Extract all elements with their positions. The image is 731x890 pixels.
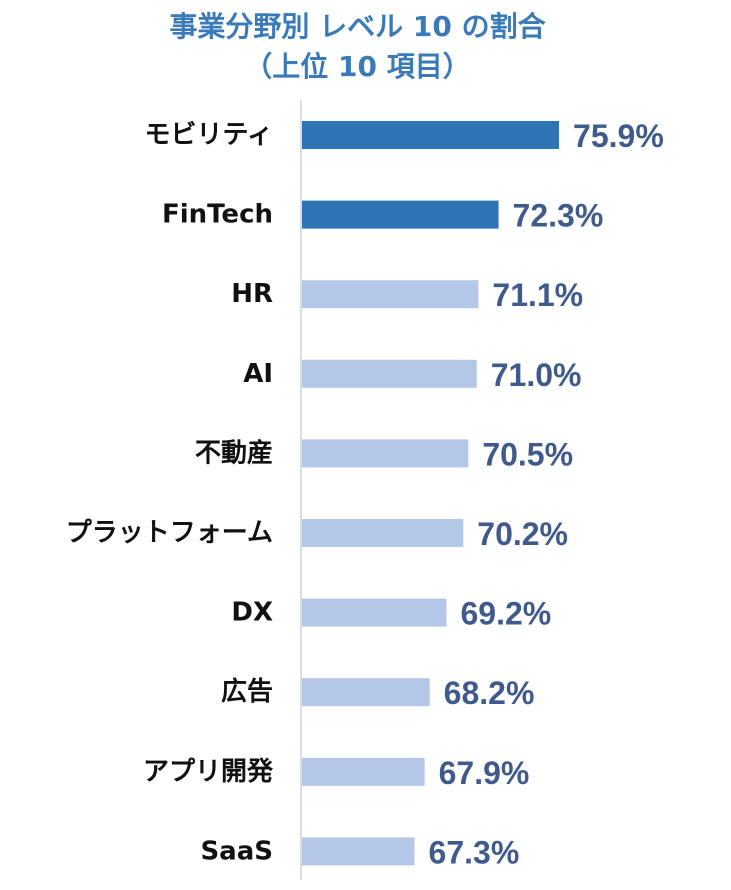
category-label: アプリ開発 bbox=[143, 757, 274, 787]
bar bbox=[302, 280, 479, 309]
category-label: モビリティ bbox=[145, 120, 273, 150]
bar bbox=[302, 678, 430, 707]
value-label: 75.9% bbox=[573, 118, 664, 154]
bar bbox=[302, 359, 477, 388]
category-label: 不動産 bbox=[195, 437, 273, 468]
bar bbox=[302, 439, 469, 468]
bar bbox=[302, 837, 415, 866]
value-label: 70.2% bbox=[477, 516, 568, 552]
category-label: プラットフォーム bbox=[66, 518, 273, 548]
value-label: 71.0% bbox=[491, 357, 582, 393]
value-label: 68.2% bbox=[444, 675, 535, 711]
chart-subtitle: （上位 10 項目） bbox=[244, 50, 471, 83]
value-label: 69.2% bbox=[460, 596, 551, 632]
bar bbox=[302, 200, 499, 229]
value-label: 72.3% bbox=[513, 198, 604, 234]
category-label: FinTech bbox=[162, 200, 273, 230]
category-label: SaaS bbox=[200, 836, 273, 866]
category-label: 広告 bbox=[221, 676, 273, 707]
value-label: 67.9% bbox=[439, 755, 530, 791]
category-label: DX bbox=[231, 598, 273, 628]
value-label: 70.5% bbox=[482, 436, 573, 472]
bar bbox=[302, 757, 425, 786]
bar bbox=[302, 598, 447, 627]
value-label: 67.3% bbox=[429, 834, 520, 870]
bar bbox=[302, 121, 560, 149]
chart-title: 事業分野別 レベル 10 の割合 bbox=[169, 10, 546, 43]
category-label: AI bbox=[243, 359, 273, 389]
category-label: HR bbox=[231, 279, 273, 309]
value-label: 71.1% bbox=[492, 277, 583, 313]
bar bbox=[302, 519, 464, 547]
